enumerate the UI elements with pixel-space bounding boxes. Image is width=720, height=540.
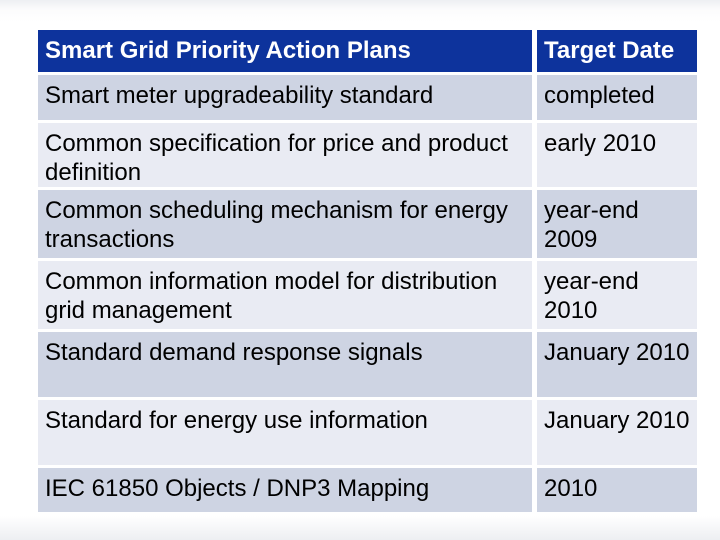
plan-cell: Common information model for distributio…	[38, 261, 532, 329]
plan-cell: IEC 61850 Objects / DNP3 Mapping	[38, 468, 532, 512]
plan-cell: Smart meter upgradeability standard	[38, 75, 532, 120]
header-cell-plans: Smart Grid Priority Action Plans	[38, 30, 532, 72]
date-cell: January 2010	[537, 400, 697, 465]
date-cell: completed	[537, 75, 697, 120]
plan-cell: Common specification for price and produ…	[38, 123, 532, 187]
date-cell: year-end 2009	[537, 190, 697, 258]
date-cell: January 2010	[537, 332, 697, 397]
priority-actions-table: Smart Grid Priority Action Plans Target …	[38, 30, 697, 512]
date-cell: early 2010	[537, 123, 697, 187]
date-cell: 2010	[537, 468, 697, 512]
plan-cell: Standard for energy use information	[38, 400, 532, 465]
plan-cell: Common scheduling mechanism for energy t…	[38, 190, 532, 258]
date-cell: year-end 2010	[537, 261, 697, 329]
plan-cell: Standard demand response signals	[38, 332, 532, 397]
header-cell-target-date: Target Date	[537, 30, 697, 72]
